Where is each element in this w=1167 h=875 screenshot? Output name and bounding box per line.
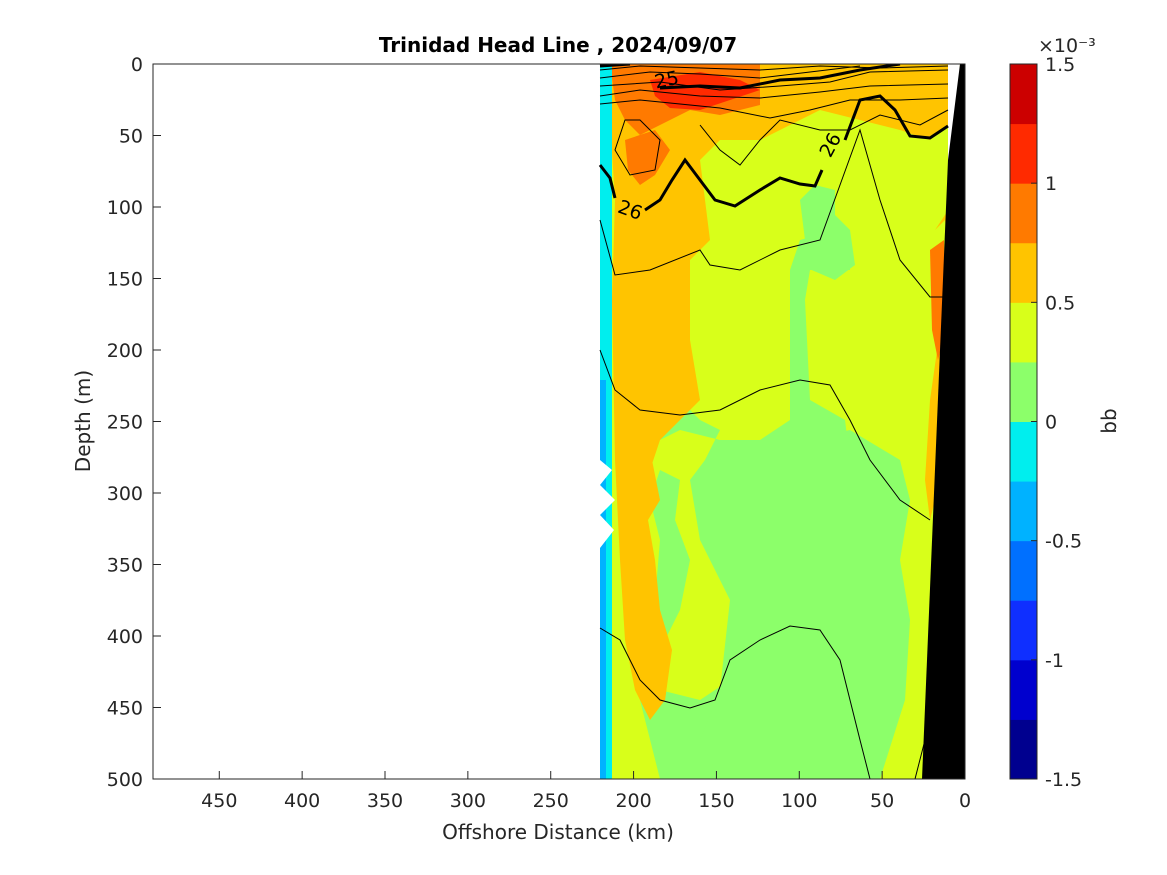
contour-thin xyxy=(599,65,861,79)
bb-field xyxy=(600,64,965,779)
contour-thin xyxy=(914,599,949,779)
y-tick-label: 150 xyxy=(107,269,143,291)
contour-26 xyxy=(598,164,617,199)
contour-thin xyxy=(614,119,661,176)
colorbar-band xyxy=(1010,421,1037,482)
y-tick-label: 200 xyxy=(107,340,143,362)
y-tick-label: 250 xyxy=(107,412,143,434)
y-tick-label: 450 xyxy=(107,698,143,720)
y-tick-label: 400 xyxy=(107,626,143,648)
field-level-0-lobe xyxy=(650,470,690,640)
y-tick-label: 50 xyxy=(119,126,143,148)
contour-26 xyxy=(644,157,824,212)
field-level-05 xyxy=(605,64,960,720)
colorbar-band xyxy=(1010,242,1037,303)
colorbar-tick-label: -1 xyxy=(1045,650,1064,672)
field-level-075-b xyxy=(625,130,670,185)
x-tick-label: 300 xyxy=(450,790,486,812)
x-axis-label: Offshore Distance (km) xyxy=(442,820,674,844)
colorbar-tick-label: 0.5 xyxy=(1045,292,1075,314)
bathymetry xyxy=(922,64,965,779)
field-level-05-lower xyxy=(628,455,672,700)
y-axis: 0 50 100 150 200 250 300 350 400 450 500 xyxy=(107,54,161,791)
x-tick-label: 400 xyxy=(284,790,320,812)
chart-title: Trinidad Head Line , 2024/09/07 xyxy=(379,33,737,57)
x-tick-label: 150 xyxy=(698,790,734,812)
colorbar: 1.5 1 0.5 0 -0.5 -1 -1.5 xyxy=(1009,54,1082,791)
colorbar-band xyxy=(1010,64,1037,125)
y-tick-label: 350 xyxy=(107,555,143,577)
field-level-1 xyxy=(650,72,760,110)
contour-thin xyxy=(599,349,931,521)
x-tick-label: 250 xyxy=(533,790,569,812)
x-tick-label: 450 xyxy=(201,790,237,812)
y-axis-label: Depth (m) xyxy=(71,370,95,472)
y-tick-label: 500 xyxy=(107,769,143,791)
field-level-0-lobe xyxy=(800,185,855,280)
colorbar-band xyxy=(1010,659,1037,720)
contour-label-25: 25 xyxy=(653,67,681,94)
contour-26 xyxy=(843,94,949,141)
colorbar-band xyxy=(1010,123,1037,184)
x-tick-label: 50 xyxy=(870,790,894,812)
y-tick-label: 0 xyxy=(131,54,143,76)
colorbar-band xyxy=(1010,302,1037,363)
contour-thin xyxy=(599,69,949,91)
contour-thin xyxy=(599,625,871,779)
colorbar-tick-label: 1 xyxy=(1045,173,1057,195)
x-tick-label: 0 xyxy=(959,790,971,812)
x-tick-label: 200 xyxy=(615,790,651,812)
colorbar-band xyxy=(1010,719,1037,780)
colorbar-exponent: ×10⁻³ xyxy=(1038,35,1096,57)
x-axis: 450 400 350 300 250 200 150 100 50 0 xyxy=(201,771,971,812)
colorbar-band xyxy=(1010,600,1037,661)
colorbar-tick-label: -0.5 xyxy=(1045,531,1082,553)
density-contours xyxy=(598,64,949,779)
edge-notch xyxy=(600,460,615,548)
colorbar-band xyxy=(1010,481,1037,542)
colorbar-tick-label: -1.5 xyxy=(1045,769,1082,791)
field-edge-negative-2 xyxy=(600,380,606,779)
colorbar-tick-label: 0 xyxy=(1045,412,1057,434)
x-tick-label: 100 xyxy=(781,790,817,812)
field-level-0-lobe xyxy=(690,430,910,779)
contour-thin xyxy=(599,97,949,119)
x-tick-label: 350 xyxy=(367,790,403,812)
y-tick-label: 100 xyxy=(107,197,143,219)
colorbar-band xyxy=(1010,183,1037,244)
colorbar-band xyxy=(1010,540,1037,601)
contour-thin xyxy=(599,83,949,99)
y-tick-label: 300 xyxy=(107,483,143,505)
colorbar-band xyxy=(1010,361,1037,422)
contour-thin xyxy=(599,128,948,298)
colorbar-tick-label: 1.5 xyxy=(1045,54,1075,76)
colorbar-label: bb xyxy=(1097,408,1121,433)
